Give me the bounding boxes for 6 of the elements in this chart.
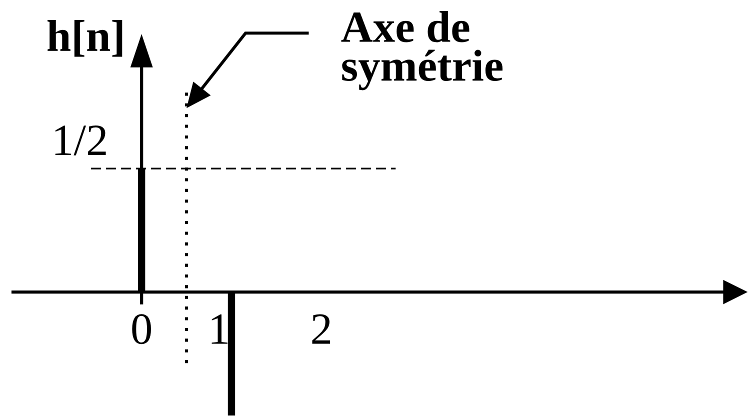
y-axis-title: h[n]: [48, 20, 122, 57]
x-tick-label: 1: [212, 314, 228, 344]
x-tick-label: 2: [312, 314, 330, 344]
ref-line-label: 1/2: [55, 126, 106, 156]
text: Axe de symétrie: [341, 10, 503, 90]
x-tick-label: 0: [132, 314, 151, 344]
